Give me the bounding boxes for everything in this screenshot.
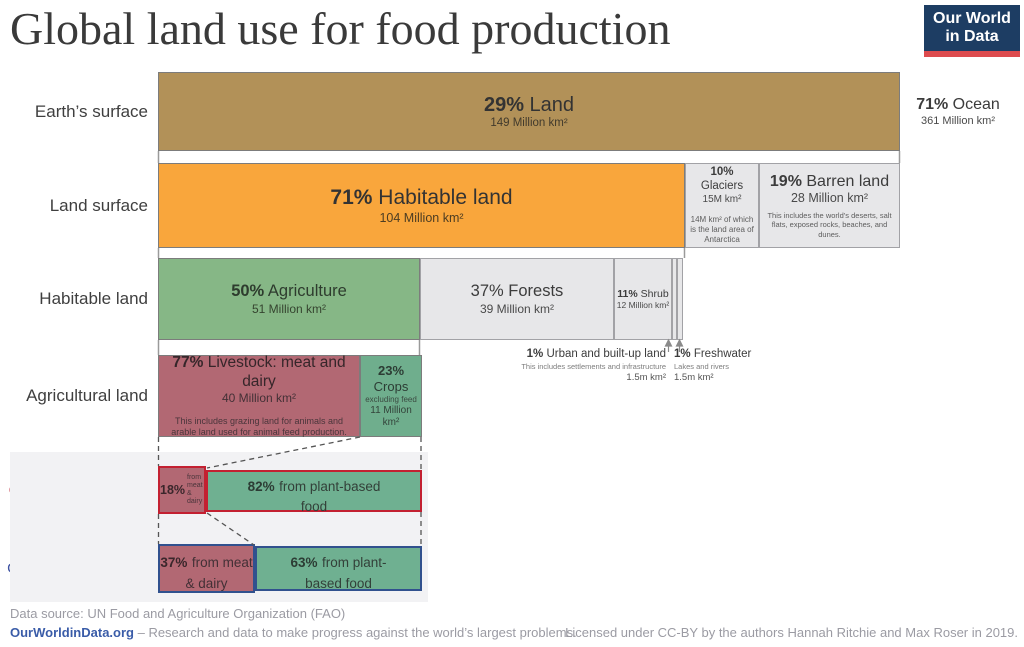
footer-link[interactable]: OurWorldinData.org [10,625,134,640]
value: 361 Million km² [921,114,995,127]
pct: 29% [483,93,524,116]
row-land-surface-label: Land surface [49,195,148,215]
segment-livestock: 77% Livestock: meat and dairy 40 Million… [158,353,360,437]
pct: 37% [470,281,504,300]
value: 104 Million km² [379,210,464,225]
segment-crops: 23% Crops excluding feed 11 Million km² [360,355,422,437]
pct: 50% [231,281,265,300]
pct: 11% [617,287,638,300]
pct: 10% [710,166,734,179]
value: 11 Million km² [370,404,412,428]
label: Forests [508,281,564,300]
label: Barren land [806,172,890,190]
label: Shrub [640,287,669,300]
value: 51 Million km² [251,301,326,316]
footer-license: Licensed under CC-BY by the authors Hann… [565,625,1018,640]
segment-protein-plant: 63% from plant-based food [255,546,422,591]
pct: 23% [377,363,405,379]
owid-logo[interactable]: Our World in Data [924,5,1020,57]
value: 39 Million km² [479,301,554,316]
value: 1.5m km² [674,371,714,383]
value: 28 Million km² [790,191,869,206]
pct: 63% [290,555,318,570]
label: Urban and built-up land [546,348,666,360]
label: Ocean [952,96,1000,114]
pct: 18% [160,482,186,497]
freshwater-annotation: 1% Freshwater Lakes and rivers 1.5m km² [674,347,794,384]
pct: 82% [247,479,275,494]
pct: 71% [916,96,949,114]
segment-forests: 37% Forests 39 Million km² [420,258,614,340]
label: Livestock: meat and dairy [207,353,346,390]
logo-line2: in Data [945,28,999,45]
value: 15M km² [702,193,742,205]
pct: 77% [172,353,204,371]
urban-annotation: 1% Urban and built-up land This includes… [466,347,666,384]
note: This includes settlements and infrastruc… [521,361,666,371]
pct: 71% [330,186,373,210]
segment-agriculture: 50% Agriculture 51 Million km² [158,258,420,340]
row-habitable-land-label: Habitable land [39,289,148,308]
logo-red-strip [924,51,1020,57]
row-agricultural-land-label: Agricultural land [26,386,148,405]
segment-habitable-land: 71% Habitable land 104 Million km² [158,163,685,248]
segment-calorie-plant: 82% from plant-based food [206,470,422,514]
segment-freshwater-sliver [677,258,683,340]
segment-calorie-meat: 18% from meat & dairy [158,466,206,514]
segment-protein-meat: 37% from meat & dairy [158,544,255,593]
value: 12 Million km² [616,300,670,311]
note: This includes the world’s deserts, salt … [767,211,892,239]
note: excluding feed [365,394,417,404]
segment-land: 29% Land 149 Million km² [158,72,900,151]
note: This includes grazing land for animals a… [171,415,347,437]
pct: 1% [526,348,544,360]
value: 149 Million km² [490,116,568,129]
pct: 1% [674,348,691,360]
value: 1.5m km² [626,371,666,383]
pct: 37% [160,555,188,570]
segment-urban-sliver [672,258,677,340]
pct: 19% [769,172,802,190]
label: from meat & dairy [187,473,203,506]
segment-barren-land: 19% Barren land 28 Million km² This incl… [759,163,900,248]
label: Habitable land [378,186,513,210]
value: 40 Million km² [221,391,296,406]
label: Agriculture [267,281,347,300]
label: from plant-based food [305,555,387,591]
label: Freshwater [693,348,752,360]
footer-source: Data source: UN Food and Agriculture Org… [10,606,346,621]
segment-ocean: 71% Ocean 361 Million km² [900,72,1016,151]
logo-line1: Our World [933,9,1011,27]
label: Land [529,93,575,116]
note: Lakes and rivers [674,361,730,371]
segment-glaciers: 10% Glaciers 15M km² 14M km² of which is… [685,163,759,248]
note: 14M km² of which is the land area of Ant… [690,214,754,244]
label: from plant-based food [279,479,381,514]
segment-shrub: 11% Shrub 12 Million km² [614,258,672,340]
label: Crops [373,379,409,394]
footer-tagline: – Research and data to make progress aga… [133,625,577,640]
page-title: Global land use for food production [10,3,671,54]
row-earths-surface-label: Earth’s surface [34,101,148,121]
label: from meat & dairy [185,555,253,591]
label: Glaciers [700,180,744,192]
